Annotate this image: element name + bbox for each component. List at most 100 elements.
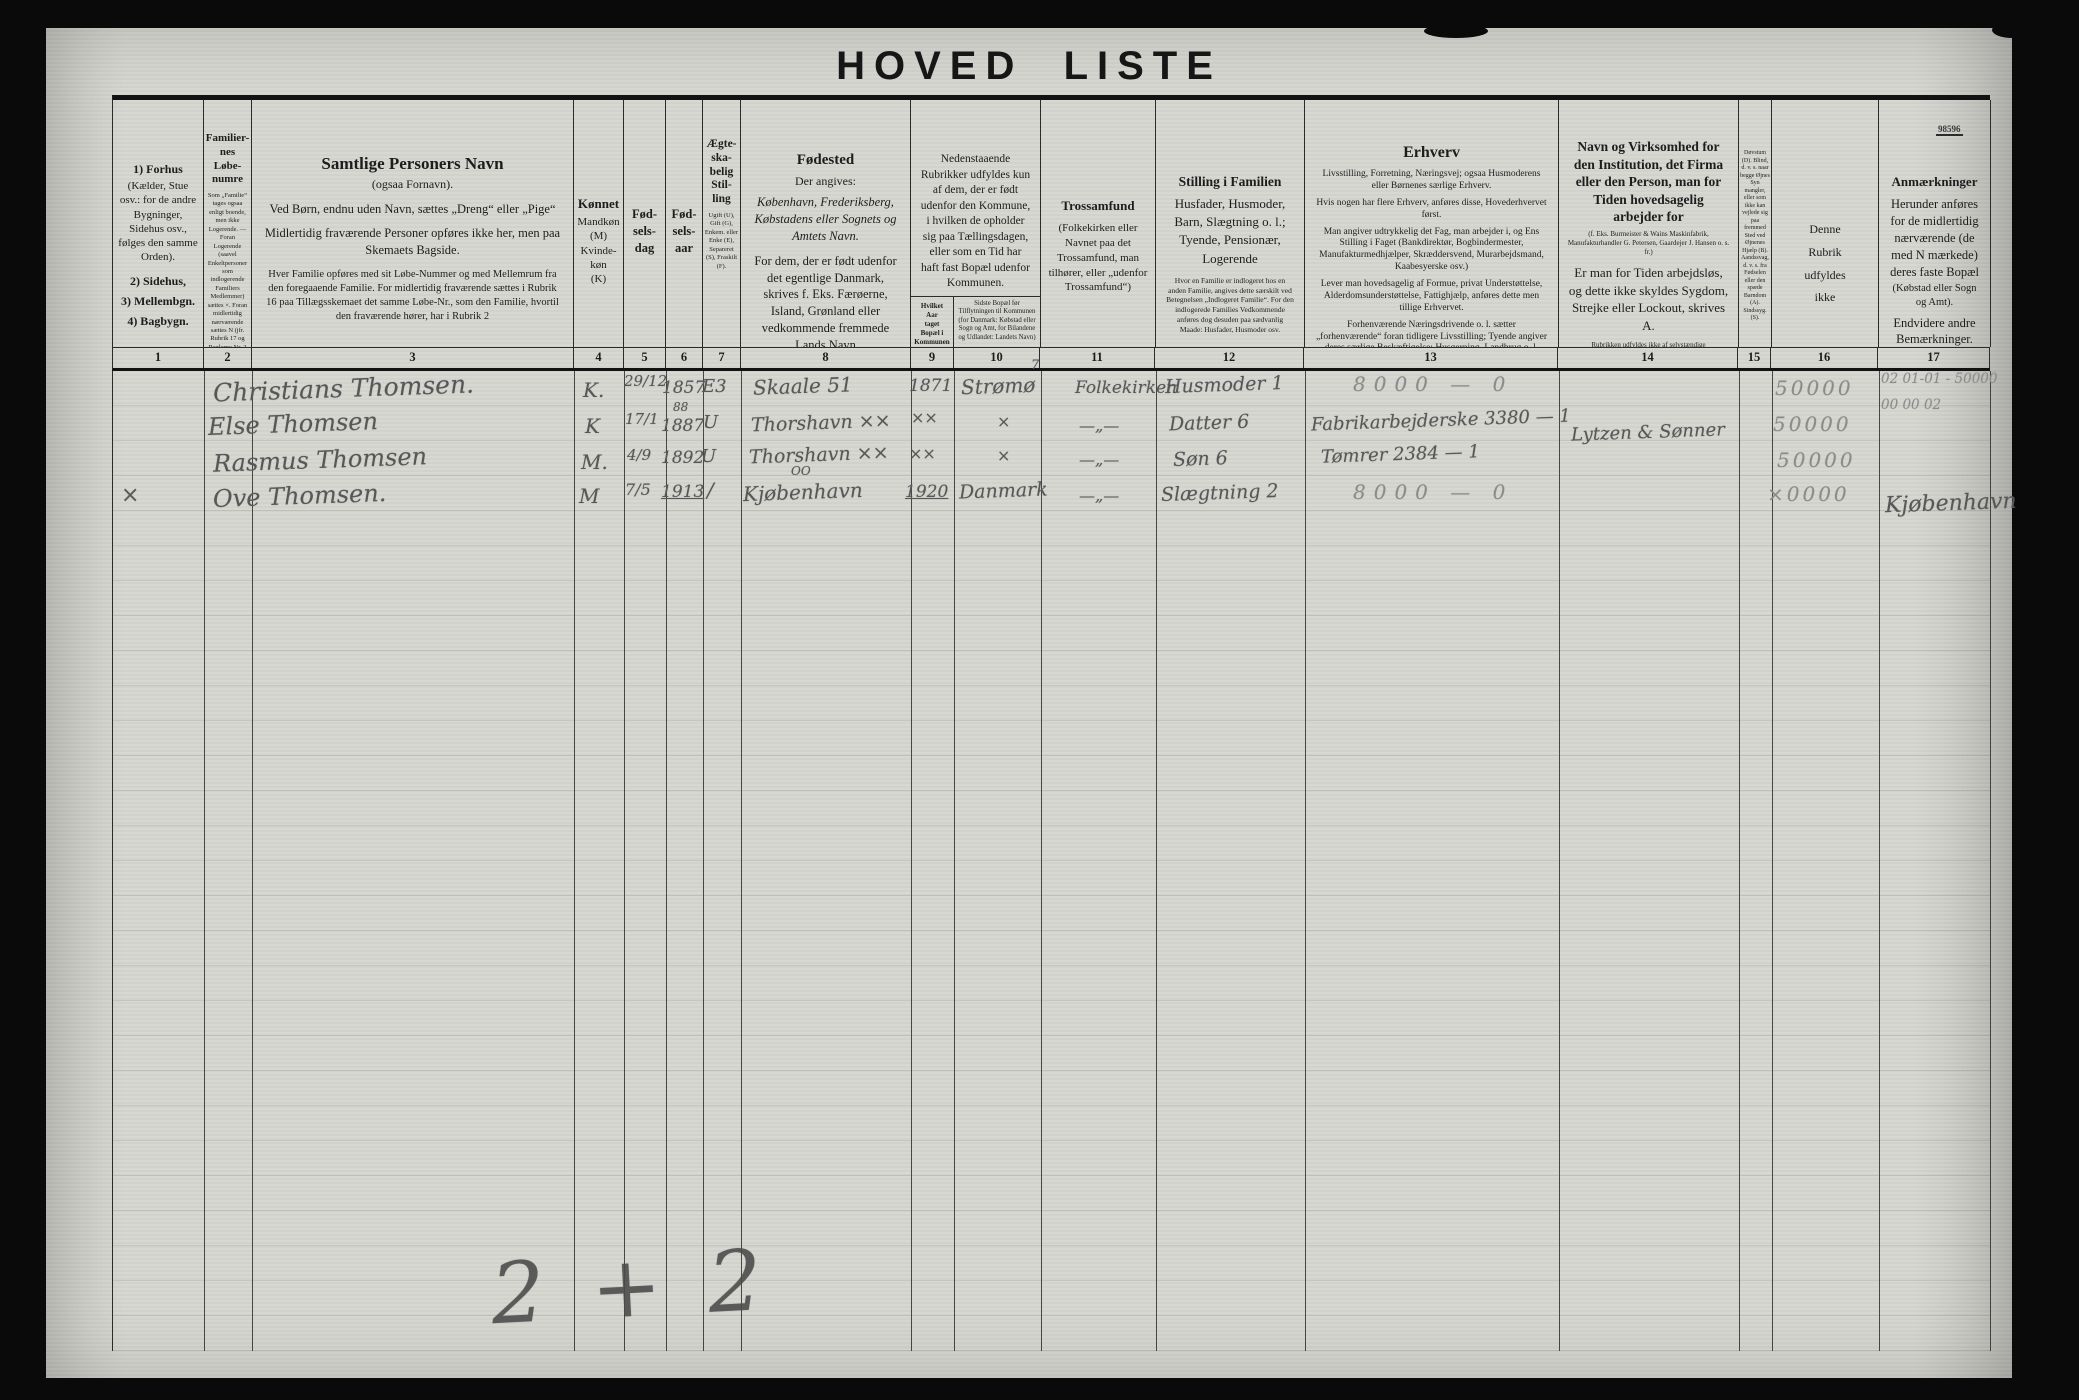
header-title: Familier- nes Løbe- numre bbox=[205, 132, 250, 186]
header-text: 2) Sidehus, bbox=[129, 273, 187, 288]
hw-birth-year: 1913 bbox=[661, 482, 705, 502]
hw-birth-year: 1892 bbox=[661, 448, 705, 468]
hw-family-position: Slægtning 2 bbox=[1160, 479, 1279, 507]
hw-birth-day: 7/5 bbox=[625, 480, 651, 499]
column-rule bbox=[252, 371, 253, 1351]
hw-col16-value: 50000 bbox=[1773, 412, 1852, 436]
column-rule bbox=[1879, 371, 1880, 1351]
hw-correction-mark: 88 bbox=[673, 400, 689, 414]
hw-civil-status: E3 bbox=[702, 376, 727, 397]
header-col-anmaerkninger: Anmærkninger Herunder anføres for de mid… bbox=[1879, 100, 1991, 347]
table-body: Christians Thomsen. K. 29/12 1857 E3 Ska… bbox=[112, 358, 2017, 1351]
header-col-arbejdsgiver: Navn og Virksomhed for den Institution, … bbox=[1559, 100, 1739, 347]
column-rule bbox=[1772, 371, 1773, 1351]
column-rule bbox=[1739, 371, 1740, 1351]
hw-remarks: 02 01-01 - 50000 00 00 02 bbox=[1881, 371, 1998, 413]
column-number: 15 bbox=[1738, 348, 1771, 368]
hw-birth-day: 17/1 bbox=[625, 410, 659, 428]
header-col-aar-bopael: Hvilket Aar taget Bopæl i Kommunen bbox=[911, 297, 954, 347]
header-text: Mandkøn (M) Kvinde- køn (K) bbox=[577, 216, 620, 286]
table-header-row: 1) Forhus (Kælder, Stue osv.: for de and… bbox=[112, 95, 1991, 347]
header-group-bopael: Nedenstaaende Rubrikker udfyldes kun af … bbox=[911, 100, 1041, 347]
header-text: Husfader, Husmoder, Barn, Slægtning o. l… bbox=[1174, 196, 1286, 266]
header-note: Rubrikken udfyldes ikke af selvstændige … bbox=[1591, 341, 1706, 347]
column-number-row: 1 2 3 4 5 6 7 8 9 10 11 12 13 14 15 16 1… bbox=[112, 347, 1990, 371]
hw-name: Ove Thomsen. bbox=[212, 478, 387, 514]
header-title: Stilling i Familien bbox=[1178, 174, 1282, 189]
header-note: (f. Eks. Burmeister & Wains Maskinfabrik… bbox=[1567, 229, 1730, 256]
header-text: (Kælder, Stue osv.: for de andre Bygning… bbox=[118, 180, 198, 264]
column-rule bbox=[1990, 371, 1991, 1351]
header-text: 1) Forhus bbox=[133, 162, 183, 176]
column-number: 4 bbox=[574, 348, 624, 368]
column-number: 2 bbox=[204, 348, 252, 368]
hw-family-position: Søn 6 bbox=[1172, 447, 1229, 471]
header-text: Herunder anføres for de midlertidig nærv… bbox=[1890, 197, 1979, 279]
hw-moved-year: 1920 bbox=[905, 482, 949, 502]
hw-last-residence: Danmark bbox=[958, 478, 1049, 504]
header-text: Midlertidig fraværende Personer opføres … bbox=[264, 226, 561, 257]
hw-correction-mark: 7 bbox=[1031, 358, 1040, 373]
header-col-invaliditet: Døvstum (D). Blind, d. v. s. naar begge … bbox=[1739, 100, 1772, 347]
header-note: (Folkekirken eller Navnet paa det Trossa… bbox=[1048, 222, 1148, 294]
header-text: Denne Rubrik udfyldes ikke bbox=[1804, 222, 1846, 305]
column-number: 8 bbox=[741, 348, 911, 368]
hw-civil-status: U bbox=[701, 446, 717, 467]
hw-col16-value: 50000 bbox=[1775, 376, 1854, 400]
hw-employer: Lytzen & Sønner bbox=[1570, 419, 1726, 446]
header-col-navn: Samtlige Personers Navn (ogsaa Fornavn).… bbox=[252, 100, 574, 347]
column-rule bbox=[1041, 371, 1042, 1351]
header-text: Lever man hovedsagelig af Formue, privat… bbox=[1320, 279, 1543, 313]
header-title: Ægte- ska- belig Stil- ling bbox=[706, 138, 737, 206]
column-rule bbox=[666, 371, 667, 1351]
hw-civil-status: U bbox=[703, 412, 719, 433]
hw-moved-year: 1871 bbox=[909, 376, 953, 396]
hw-last-residence: Strømø bbox=[960, 372, 1036, 400]
column-rule bbox=[204, 371, 205, 1351]
header-text: Forhenværende Næringsdrivende o. l. sætt… bbox=[1315, 319, 1548, 347]
hw-correction-mark: OO bbox=[791, 464, 811, 478]
hw-faith: —„— bbox=[1079, 416, 1120, 435]
header-col-stilling: Stilling i Familien Husfader, Husmoder, … bbox=[1156, 100, 1305, 347]
hw-occupation: 8000 — 0 bbox=[1353, 480, 1514, 504]
column-number: 16 bbox=[1771, 348, 1878, 368]
column-number: 10 bbox=[954, 348, 1040, 368]
header-col-sidste-bopael: Sidste Bopæl før Tilflytningen til Kommu… bbox=[958, 300, 1036, 341]
header-title: Fødested bbox=[796, 152, 855, 168]
header-col-fodested: Fødested Der angives: København, Frederi… bbox=[741, 100, 911, 347]
header-title: Erhverv bbox=[1403, 144, 1460, 161]
column-rule bbox=[911, 371, 912, 1351]
column-rule bbox=[703, 371, 704, 1351]
header-text: 4) Bagbygn. bbox=[127, 313, 189, 328]
header-col-fodselsdag: Fød- sels- dag bbox=[624, 100, 666, 347]
hw-family-position: Datter 6 bbox=[1168, 410, 1250, 436]
column-rule bbox=[1559, 371, 1560, 1351]
header-title: Navn og Virksomhed for den Institution, … bbox=[1573, 139, 1724, 225]
header-text: (ogsaa Fornavn). bbox=[371, 177, 454, 191]
header-text: Man angiver udtrykkelig det Fag, man arb… bbox=[1319, 226, 1544, 273]
hw-remarks: Kjøbenhavn bbox=[1884, 488, 2018, 519]
header-text: Hvis nogen har flere Erhverv, anføres di… bbox=[1316, 197, 1547, 220]
hw-birthplace: Kjøbenhavn bbox=[742, 477, 864, 507]
column-number: 14 bbox=[1558, 348, 1738, 368]
header-text: Livsstilling, Forretning, Næringsvej; og… bbox=[1322, 169, 1541, 191]
header-text: Endvidere andre Bemærkninger. bbox=[1893, 315, 1976, 346]
header-col-aegteskabelig: Ægte- ska- belig Stil- ling Ugift (U), G… bbox=[703, 100, 741, 347]
hw-birth-year: 1857 bbox=[662, 378, 706, 398]
census-table: 1) Forhus (Kælder, Stue osv.: for de and… bbox=[112, 95, 2017, 1351]
hw-bottom-tally: 2 + 2 bbox=[488, 1230, 775, 1344]
hw-row-mark: × bbox=[121, 483, 140, 508]
header-note: Døvstum (D). Blind, d. v. s. naar begge … bbox=[1740, 150, 1770, 321]
form-number: 98596 bbox=[1936, 124, 1963, 136]
header-col-trossamfund: Trossamfund (Folkekirken eller Navnet pa… bbox=[1041, 100, 1156, 347]
header-note: Hver Familie opføres med sit Løbe-Nummer… bbox=[266, 268, 559, 323]
hw-birthplace: Skaale 51 bbox=[752, 372, 854, 400]
header-title: Anmærkninger bbox=[1891, 174, 1978, 189]
column-number: 3 bbox=[252, 348, 574, 368]
header-note: Ugift (U), Gift (G), Enkem. eller Enke (… bbox=[704, 211, 739, 270]
header-col-udfyldes-ikke: Denne Rubrik udfyldes ikke bbox=[1772, 100, 1879, 347]
header-col-lobenumre: Familier- nes Løbe- numre Som „Familie“ … bbox=[204, 100, 252, 347]
column-number: 17 bbox=[1878, 348, 1990, 368]
hw-birthplace: Thorshavn ×× bbox=[750, 409, 891, 437]
